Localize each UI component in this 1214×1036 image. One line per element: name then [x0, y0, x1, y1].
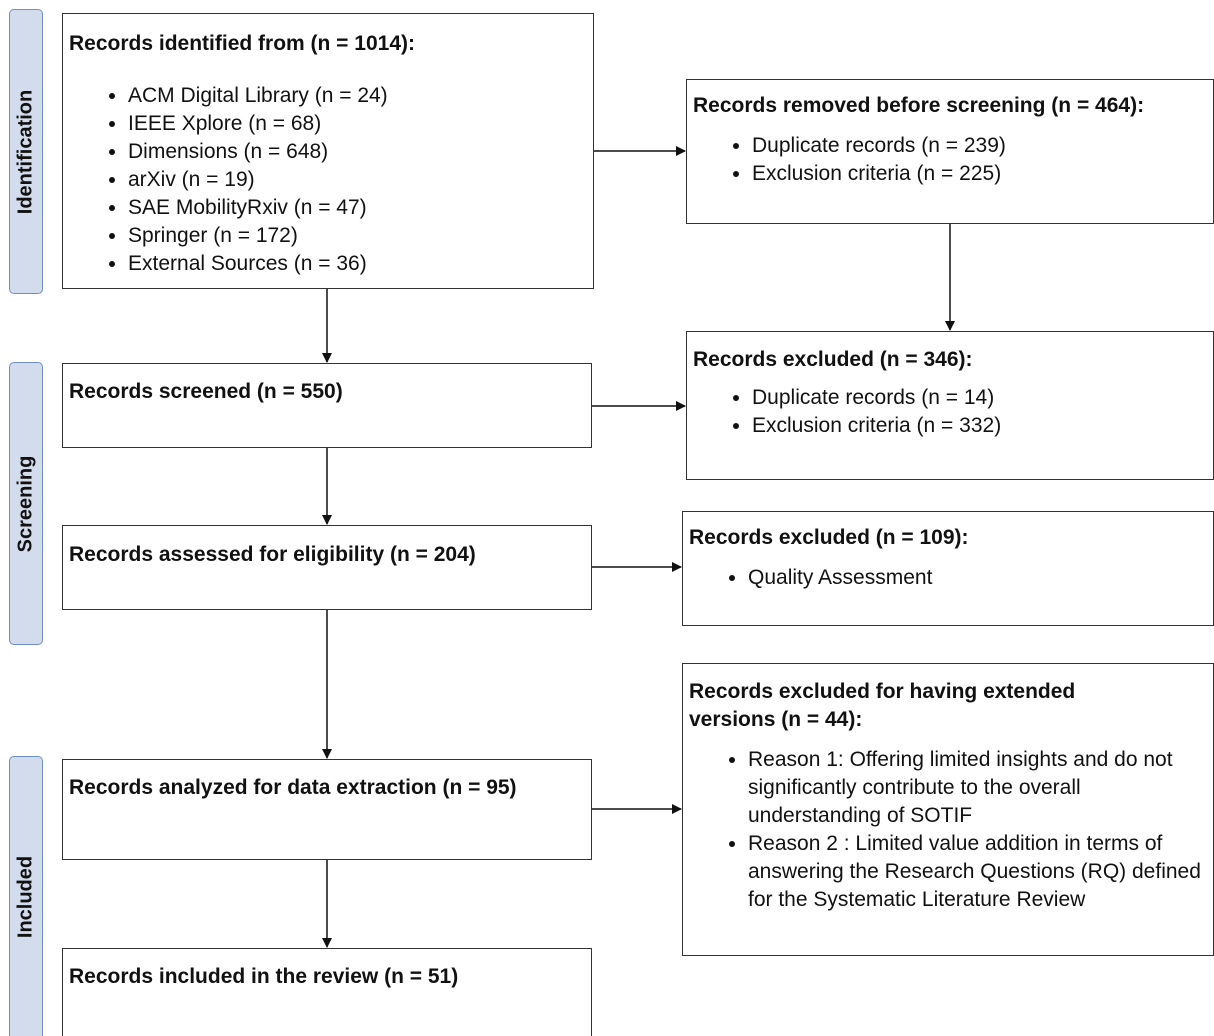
records-screened-box: Records screened (n = 550) — [62, 363, 592, 448]
records-analyzed-title: Records analyzed for data extraction (n … — [69, 776, 517, 799]
records-excluded-screening-list: Duplicate records (n = 14) Exclusion cri… — [687, 384, 1213, 440]
records-excluded-extended-box: Records excluded for having extended ver… — [682, 663, 1214, 956]
phase-screening: Screening — [9, 362, 43, 645]
phase-identification: Identification — [9, 9, 43, 294]
records-excluded-quality-title: Records excluded (n = 109): — [689, 526, 969, 549]
list-item: Springer (n = 172) — [128, 222, 593, 250]
records-identified-list: ACM Digital Library (n = 24) IEEE Xplore… — [63, 82, 593, 278]
list-item: Reason 1: Offering limited insights and … — [748, 746, 1209, 830]
records-excluded-extended-title: Records excluded for having extended ver… — [689, 680, 1076, 731]
records-identified-title: Records identified from (n = 1014): — [69, 32, 415, 55]
list-item: External Sources (n = 36) — [128, 250, 593, 278]
list-item: arXiv (n = 19) — [128, 166, 593, 194]
list-item: Exclusion criteria (n = 332) — [752, 412, 1213, 440]
list-item: Duplicate records (n = 239) — [752, 132, 1213, 160]
records-excluded-extended-list: Reason 1: Offering limited insights and … — [683, 746, 1213, 914]
list-item: Reason 2 : Limited value addition in ter… — [748, 830, 1209, 914]
list-item: ACM Digital Library (n = 24) — [128, 82, 593, 110]
records-removed-title: Records removed before screening (n = 46… — [693, 94, 1145, 117]
list-item: IEEE Xplore (n = 68) — [128, 110, 593, 138]
records-screened-title: Records screened (n = 550) — [69, 380, 343, 403]
records-removed-box: Records removed before screening (n = 46… — [686, 79, 1214, 224]
list-item: SAE MobilityRxiv (n = 47) — [128, 194, 593, 222]
records-included-title: Records included in the review (n = 51) — [69, 965, 459, 988]
list-item: Exclusion criteria (n = 225) — [752, 160, 1213, 188]
records-assessed-box: Records assessed for eligibility (n = 20… — [62, 525, 592, 610]
phase-included: Included — [9, 756, 43, 1036]
records-excluded-screening-title: Records excluded (n = 346): — [693, 348, 973, 371]
list-item: Dimensions (n = 648) — [128, 138, 593, 166]
records-excluded-quality-box: Records excluded (n = 109): Quality Asse… — [682, 511, 1214, 626]
list-item: Quality Assessment — [748, 564, 1213, 592]
records-excluded-quality-list: Quality Assessment — [683, 564, 1213, 592]
records-included-box: Records included in the review (n = 51) — [62, 948, 592, 1036]
records-assessed-title: Records assessed for eligibility (n = 20… — [69, 543, 476, 566]
phase-included-label: Included — [14, 855, 37, 939]
phase-identification-label: Identification — [14, 89, 37, 214]
records-excluded-screening-box: Records excluded (n = 346): Duplicate re… — [686, 331, 1214, 480]
records-removed-list: Duplicate records (n = 239) Exclusion cr… — [687, 132, 1213, 188]
list-item: Duplicate records (n = 14) — [752, 384, 1213, 412]
records-identified-box: Records identified from (n = 1014): ACM … — [62, 13, 594, 289]
records-analyzed-box: Records analyzed for data extraction (n … — [62, 759, 592, 860]
phase-screening-label: Screening — [14, 455, 37, 552]
